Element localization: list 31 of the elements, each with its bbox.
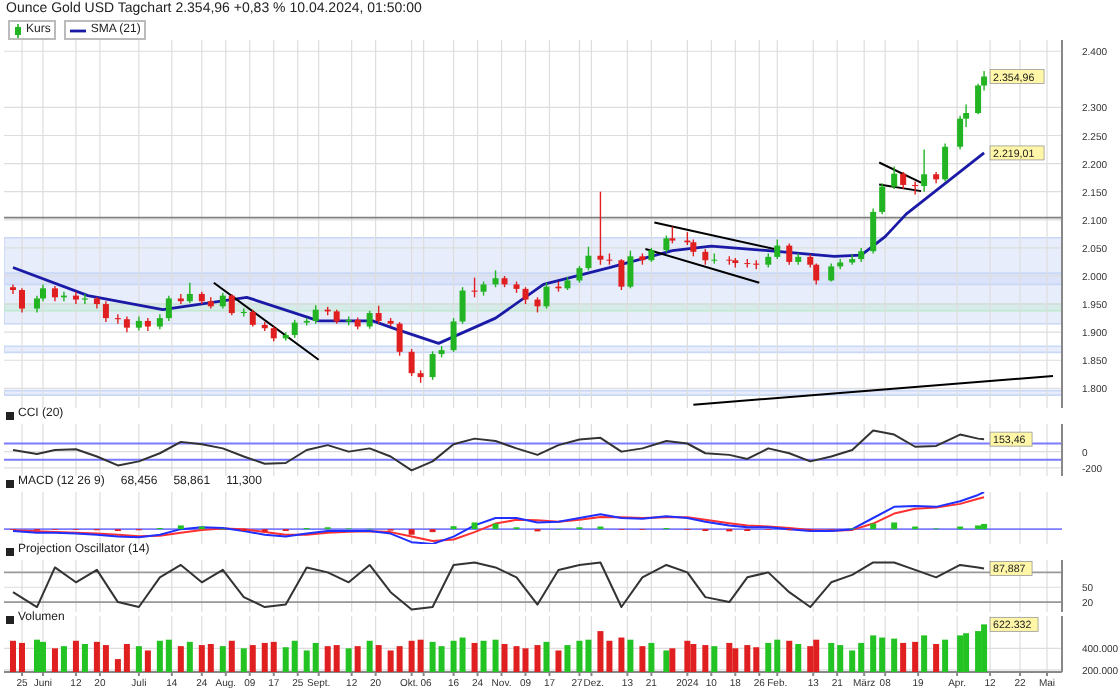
candlestick: [72, 291, 79, 305]
candlestick: [879, 182, 886, 215]
candlestick: [429, 350, 436, 381]
candlestick: [450, 317, 457, 353]
candlestick: [618, 258, 625, 291]
candlestick: [942, 142, 949, 183]
candlestick: [870, 207, 877, 255]
candlestick: [921, 148, 928, 193]
candlestick: [177, 293, 184, 305]
line-series: [11, 429, 986, 472]
candlestick: [585, 246, 592, 272]
candlestick: [891, 165, 898, 190]
candlestick: [81, 293, 88, 305]
candlestick: [312, 304, 319, 325]
candlestick: [774, 238, 781, 260]
candlestick: [18, 287, 25, 314]
candlestick: [102, 300, 109, 323]
candlestick: [813, 262, 820, 286]
candlestick: [459, 286, 466, 325]
candlestick: [186, 282, 193, 304]
candlestick: [597, 190, 604, 266]
candlestick: [543, 282, 550, 310]
line-series: [11, 561, 986, 611]
candlestick: [627, 249, 634, 290]
candlestick: [849, 253, 856, 266]
candlestick: [396, 321, 403, 357]
candlestick: [408, 348, 415, 377]
candlestick: [228, 293, 235, 316]
candlestick: [165, 294, 172, 322]
candlestick: [9, 283, 16, 295]
candlestick: [786, 242, 793, 266]
